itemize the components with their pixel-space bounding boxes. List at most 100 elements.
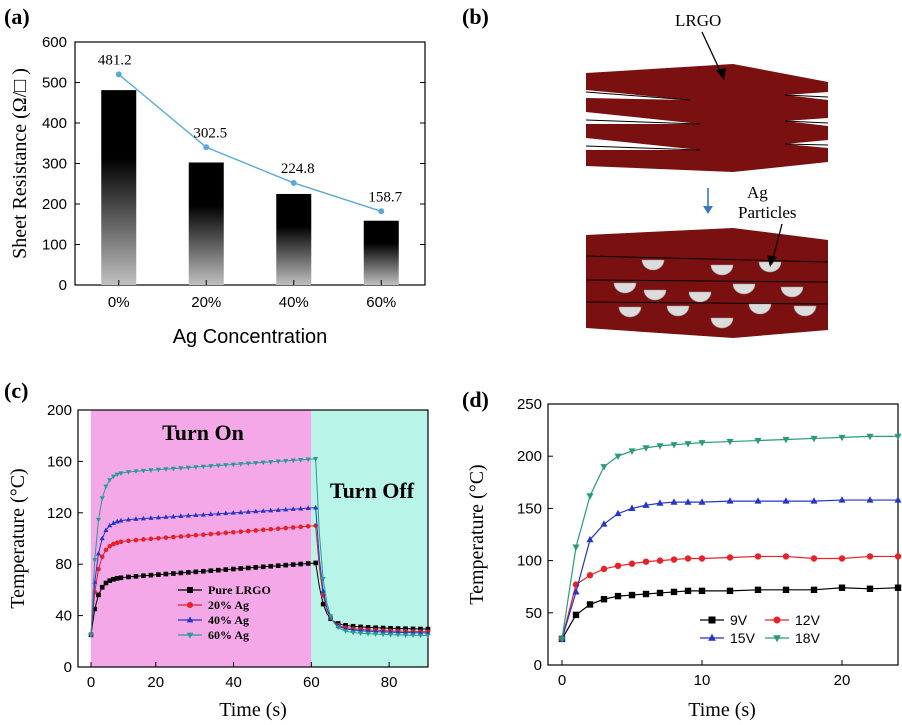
chart-d-series-marker	[698, 587, 706, 595]
chart-c-series-marker	[403, 626, 408, 631]
ag-particle	[748, 303, 772, 315]
sheet-gap-line	[585, 279, 829, 283]
chart-d-series-marker	[866, 585, 874, 592]
chart-c-series-marker	[178, 466, 184, 471]
sheet-gap-line	[784, 120, 829, 124]
chart-c-series-marker	[178, 513, 184, 518]
chart-a-trend-line	[118, 73, 382, 212]
chart-c-series-marker	[290, 506, 296, 511]
chart-c-series-marker	[320, 576, 326, 582]
chart-c-series-marker	[223, 510, 229, 516]
chart-c-series-marker	[148, 515, 154, 520]
chart-c-xlabel: Time (s)	[219, 699, 287, 721]
chart-d-series-marker	[698, 440, 706, 447]
chart-d-series-marker	[726, 439, 734, 446]
chart-c-series-marker	[155, 467, 161, 473]
chart-c-series-marker	[298, 458, 304, 463]
chart-d-series-marker	[866, 496, 874, 503]
ag-pointer-head	[767, 255, 777, 267]
chart-c-series-marker	[107, 522, 113, 528]
chart-c-series-marker	[253, 508, 259, 514]
chart-c-series-marker	[148, 536, 154, 542]
chart-a-trend-point	[378, 208, 385, 215]
chart-c-series-marker	[170, 466, 176, 472]
chart-c-series-marker	[186, 570, 191, 575]
chart-c-series-marker	[133, 537, 139, 543]
chart-a-bar	[188, 162, 224, 285]
chart-c-series-marker	[290, 562, 296, 567]
chart-a: 0 100 200 300 400 500 600 0% 20% 40% 60% 481.2 302.5…	[9, 34, 426, 348]
chart-c-series-marker	[283, 525, 289, 531]
chart-c-region-label: Turn On	[162, 420, 244, 445]
chart-a-xlabel: Ag Concentration	[173, 326, 328, 348]
chart-c-series-marker	[403, 629, 409, 635]
chart-c-series-marker	[171, 571, 176, 576]
chart-c-series-marker	[395, 626, 401, 631]
chart-a-data-label: 302.5	[193, 125, 227, 141]
chart-c-series-marker	[238, 566, 244, 571]
chart-c-series-marker	[148, 468, 154, 473]
chart-d-series-marker	[628, 504, 636, 511]
chart-a-ytick-label: 600	[42, 34, 67, 51]
chart-c-series-marker	[275, 563, 281, 568]
chart-c-series-marker	[200, 511, 206, 517]
chart-d-ytick-label: 50	[525, 605, 542, 622]
chart-d-series-marker	[726, 587, 734, 595]
chart-a-trend-point	[115, 71, 122, 78]
chart-d-xlabel: Time (s)	[688, 699, 756, 721]
chart-d-legend-label: 12V	[795, 612, 821, 628]
chart-c-series-marker	[230, 462, 236, 468]
ag-particle	[710, 264, 734, 276]
chart-c-series-line	[90, 525, 429, 635]
chart-c-series-marker	[95, 517, 102, 523]
sheet-gap-line	[585, 255, 829, 263]
chart-c-series-marker	[170, 513, 176, 519]
ag-particle	[613, 282, 637, 294]
lrgo-label: LRGO	[675, 11, 721, 30]
chart-d-series-marker	[894, 584, 902, 591]
chart-d-series-marker	[572, 544, 580, 551]
chart-d-series-marker	[656, 499, 664, 506]
chart-c-ytick-label: 200	[47, 402, 72, 419]
chart-d-series-marker	[628, 560, 636, 567]
chart-c-legend-marker	[187, 602, 193, 608]
chart-c-series-marker	[223, 530, 229, 536]
chart-d-ytick-label: 100	[517, 553, 542, 570]
chart-d-series-marker	[810, 586, 818, 594]
chart-d-plot-frame	[547, 403, 899, 666]
chart-c-series-marker	[193, 512, 199, 518]
chart-d-series-marker	[782, 586, 790, 594]
chart-d-series-marker	[754, 497, 762, 504]
chart-c-series-marker	[283, 562, 289, 568]
chart-c-series-marker	[373, 625, 378, 630]
chart-c-series-marker	[425, 626, 431, 632]
chart-a-xtick-label: 40%	[279, 294, 309, 311]
chart-c-series-marker	[163, 514, 169, 519]
chart-d-series-marker	[600, 520, 608, 527]
chart-d-xtick-label: 20	[834, 672, 851, 689]
chart-c-xtick-label: 0	[87, 674, 95, 691]
sheet-gap-line	[585, 91, 691, 101]
lrgo-pointer-head	[716, 68, 726, 80]
chart-d-series-marker	[586, 572, 594, 579]
chart-c-series-marker	[126, 538, 131, 544]
chart-d-series-marker	[642, 558, 650, 565]
chart-c-xtick-label: 80	[381, 674, 398, 691]
chart-d-ytick-label: 150	[517, 500, 542, 517]
chart-c-series-marker	[92, 606, 98, 612]
chart-d-series-marker	[754, 437, 762, 445]
ag-particle	[643, 289, 667, 301]
chart-c-series-marker	[141, 573, 146, 579]
chart-d-series-line	[561, 435, 898, 639]
chart-c-series-marker	[193, 569, 199, 575]
chart-c-series-marker	[320, 601, 326, 607]
chart-d-series-marker	[684, 555, 692, 562]
chart-d-xtick-label: 0	[558, 672, 566, 689]
chart-d-legend-marker	[773, 635, 781, 643]
chart-a-xtick-label: 0%	[108, 294, 130, 311]
chart-c-series-marker	[230, 566, 236, 572]
chart-c-series-marker	[395, 629, 401, 635]
chart-d-ytick-label: 250	[517, 396, 542, 413]
chart-c-series-marker	[403, 633, 409, 638]
